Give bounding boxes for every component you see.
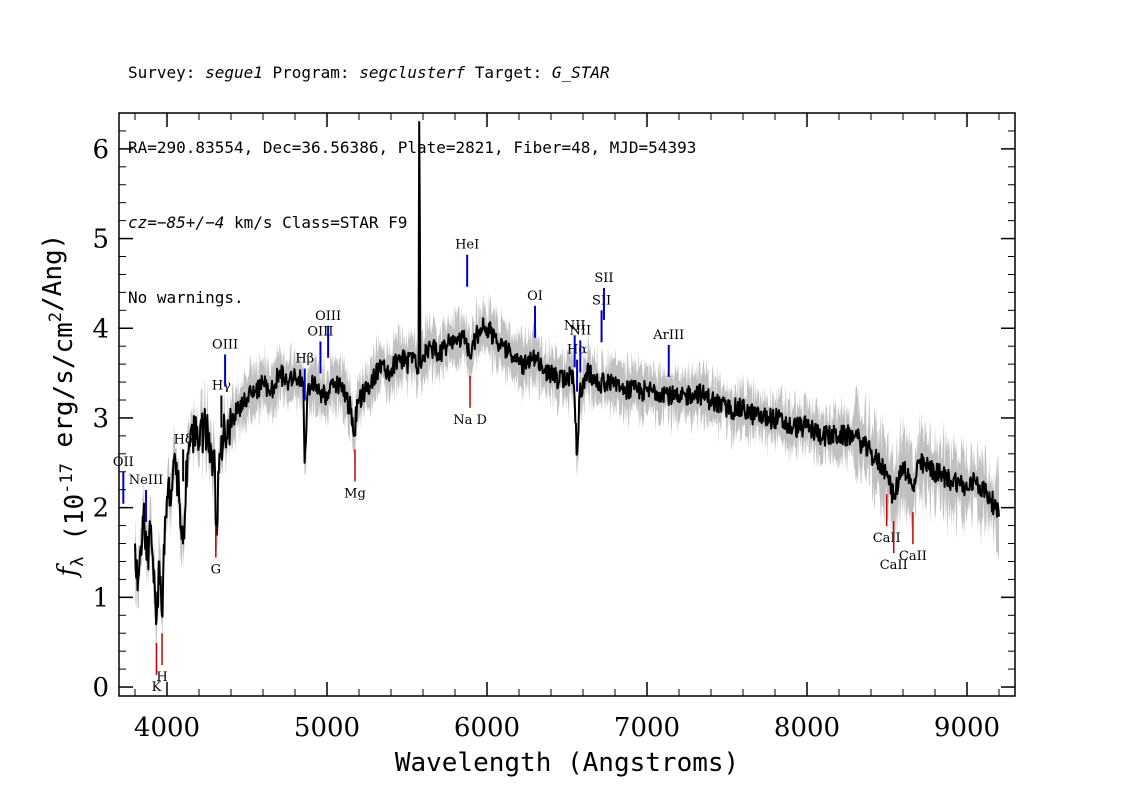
header-line-survey: Survey: segue1 Program: segclusterf Targ… (128, 60, 696, 85)
y-tick-label: 6 (92, 135, 109, 165)
emission-line-label: OIII (315, 309, 341, 324)
emission-line-label: SII (594, 271, 613, 286)
program-label: Program: (262, 63, 360, 82)
axis-ticks: 4000 5000 6000 7000 8000 9000 0 1 2 3 4 5 6 (92, 113, 1015, 743)
x-tick-label: 4000 (134, 713, 200, 743)
y-tick-label: 4 (92, 314, 109, 344)
emission-line-label: NeIII (129, 473, 163, 488)
emission-line-label: HeI (455, 238, 479, 253)
y-tick-label: 2 (92, 494, 109, 524)
emission-line-label: NII (569, 323, 591, 338)
survey-value: segue1 (205, 63, 263, 82)
emission-line-label: Hδ (174, 432, 193, 447)
series-layer (134, 121, 1000, 626)
emission-line-label: OII (113, 455, 134, 470)
header-line-coordinates: RA=290.83554, Dec=36.56386, Plate=2821, … (128, 138, 697, 157)
emission-line-label: OIII (212, 337, 238, 352)
absorption-line-label: Na D (453, 413, 487, 428)
flux-series-line (134, 121, 1000, 626)
y-tick-label: 5 (92, 225, 109, 255)
absorption-line-label: CaII (880, 558, 908, 573)
header-line-redshift: cz=−85+/−4 km/s Class=STAR F9 (128, 210, 696, 235)
absorption-line-label: H (156, 670, 167, 685)
absorption-line-label: G (211, 563, 221, 578)
absorption-line-label: CaII (873, 531, 901, 546)
y-tick-label: 0 (92, 673, 109, 703)
header-line-warnings: No warnings. (128, 288, 244, 307)
y-tick-label: 3 (92, 404, 109, 434)
y-tick-label: 1 (92, 583, 109, 613)
x-tick-label: 6000 (454, 713, 520, 743)
plot-frame (118, 112, 1016, 697)
emission-line-label: OIII (307, 324, 333, 339)
class-value: km/s Class=STAR F9 (224, 213, 408, 232)
emission-line-label: Hα (567, 343, 587, 358)
absorption-line-label: Mg (344, 486, 366, 501)
spectrum-header: Survey: segue1 Program: segclusterf Targ… (128, 10, 696, 335)
program-value: segclusterf (359, 63, 466, 82)
emission-line-label: NII (564, 318, 586, 333)
target-value: G_STAR (551, 63, 610, 82)
emission-line-label: Hβ (295, 352, 314, 367)
x-tick-label: 5000 (294, 713, 360, 743)
emission-line-label: OI (527, 289, 543, 304)
target-label: Target: (465, 63, 552, 82)
absorption-line-label: K (152, 680, 162, 695)
y-axis-title-text: fλ (10-17 erg/s/cm2/Ang) (38, 234, 90, 579)
absorption-line-label: CaII (899, 549, 927, 564)
x-tick-label: 9000 (934, 713, 1000, 743)
x-axis-title: Wavelength (Angstroms) (395, 748, 739, 778)
emission-line-label: SII (592, 293, 611, 308)
spectral-line-markers: NeIIIOIIHδHγOIIIHβOIIIOIIIHeIOINIIHαNIIS… (113, 238, 927, 695)
x-tick-label: 7000 (614, 713, 680, 743)
redshift-value: cz=−85+/−4 (128, 213, 225, 232)
survey-label: Survey: (128, 63, 206, 82)
y-axis-title: fλ (10-17 erg/s/cm2/Ang) (38, 234, 90, 579)
x-tick-label: 8000 (774, 713, 840, 743)
emission-line-label: ArIII (652, 328, 684, 343)
emission-line-label: Hγ (212, 379, 231, 394)
